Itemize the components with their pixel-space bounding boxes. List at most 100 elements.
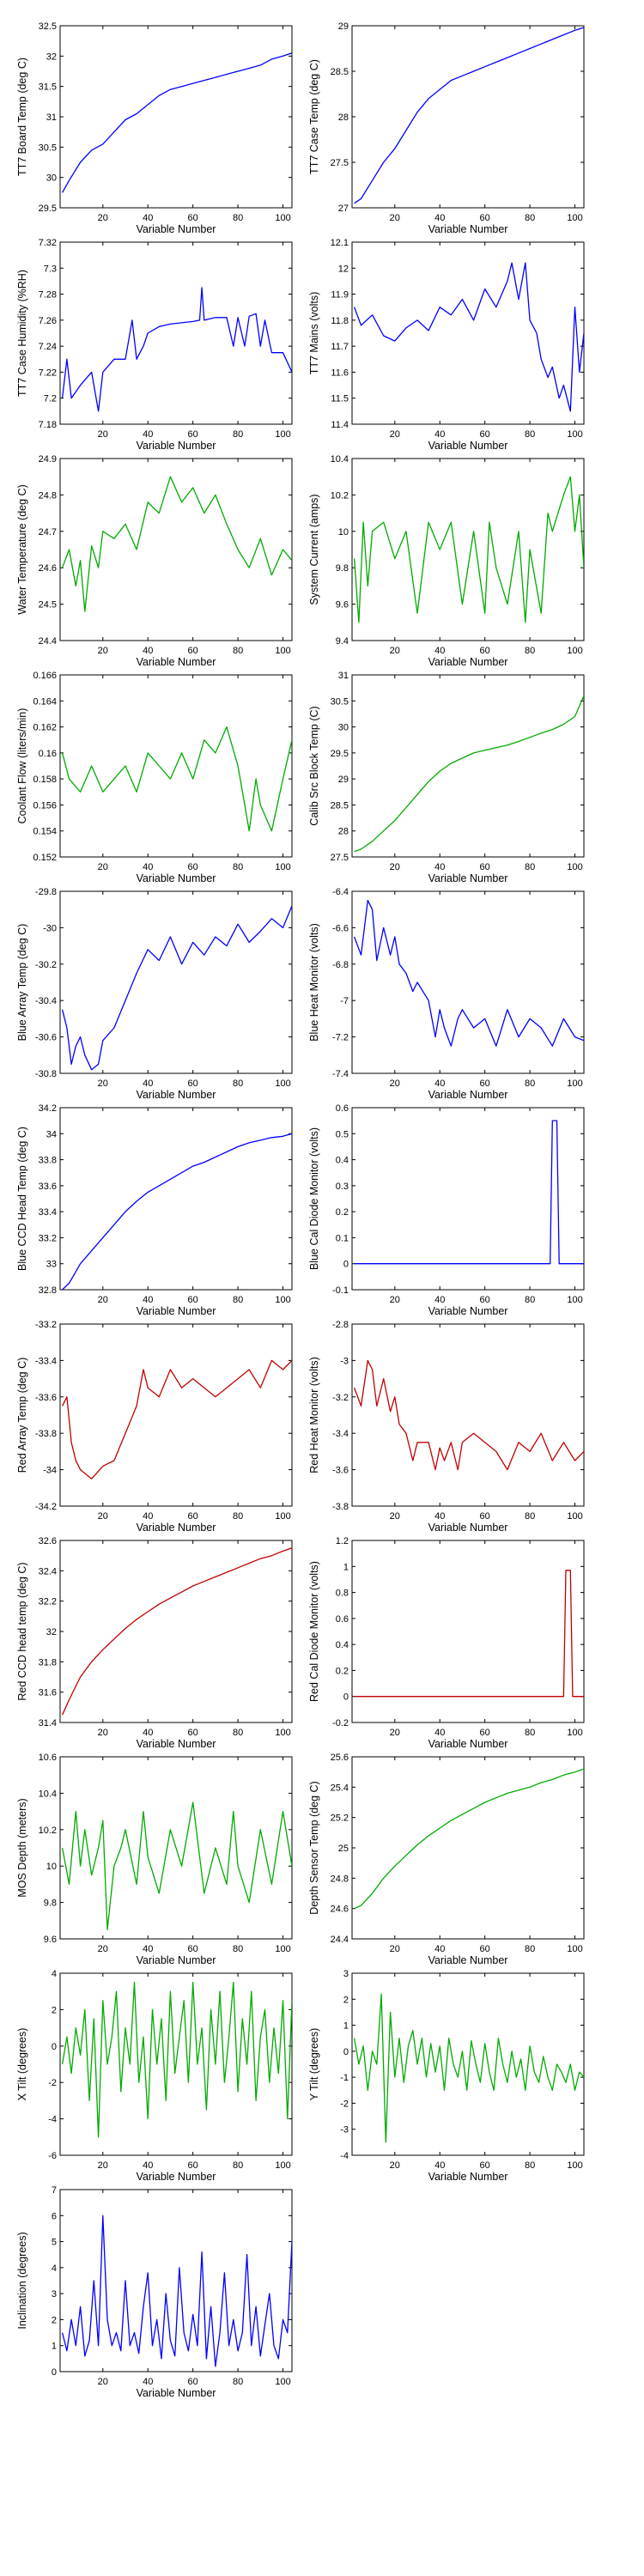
chart-18: 24.4 24.6 24.8 25 25.2 25.4 25.6 20 40 60 80 100 Var… <box>308 1753 585 1966</box>
x-tick-label: 20 <box>98 1078 108 1089</box>
x-tick-label: 40 <box>434 646 445 656</box>
plot-frame <box>351 25 585 209</box>
y-axis-label: Y Tilt (degrees) <box>308 2028 320 2101</box>
x-tick-label: 20 <box>98 213 108 223</box>
x-tick-label: 60 <box>480 1728 490 1738</box>
x-tick-label: 40 <box>143 2377 153 2387</box>
y-tick-label: -2 <box>340 2099 349 2109</box>
x-tick-label: 80 <box>233 213 243 223</box>
y-tick-label: 0.8 <box>336 1589 349 1599</box>
x-tick-label: 40 <box>143 1511 153 1522</box>
y-tick-label: 24.7 <box>39 527 57 538</box>
y-tick-label: 11.5 <box>331 394 349 404</box>
y-axis-label: Blue Cal Diode Monitor (volts) <box>308 1127 320 1270</box>
x-tick-label: 80 <box>233 429 243 440</box>
y-tick-label: 28 <box>338 112 349 123</box>
x-axis-label: Variable Number <box>137 656 216 668</box>
series-line <box>61 1981 292 2138</box>
y-tick-label: 1 <box>52 2342 57 2352</box>
y-tick-label: -30 <box>43 923 57 933</box>
chart-5: 24.4 24.5 24.6 24.7 24.8 24.9 20 40 60 80 100 Varia… <box>16 454 293 668</box>
y-tick-label: 1 <box>343 2021 349 2032</box>
y-tick-label: -2.8 <box>332 1320 349 1330</box>
x-tick-label: 20 <box>390 2160 400 2171</box>
x-tick-label: 100 <box>567 429 582 440</box>
y-tick-label: 11.7 <box>331 342 349 352</box>
x-tick-label: 40 <box>143 1944 153 1954</box>
y-tick-label: -0.2 <box>332 1718 349 1728</box>
x-axis-label: Variable Number <box>137 1522 216 1534</box>
x-tick-label: 40 <box>143 862 153 872</box>
x-tick-label: 100 <box>567 646 582 656</box>
y-tick-label: 27 <box>338 204 349 214</box>
plot-frame <box>351 1323 585 1507</box>
y-tick-label: 0.164 <box>33 696 57 707</box>
chart-14: -3.8 -3.6 -3.4 -3.2 -3 -2.8 20 40 60 80 100 Variabl… <box>308 1320 585 1534</box>
x-axis-label: Variable Number <box>428 872 508 884</box>
y-tick-label: 0.1 <box>336 1233 349 1243</box>
plot-frame <box>351 241 585 425</box>
chart-1: 29.5 30 30.5 31 31.5 32 32.5 20 40 60 80 100 Variabl… <box>16 21 293 235</box>
chart-8: 27.5 28 28.5 29 29.5 30 30.5 31 20 40 60 80 100 Varia… <box>308 671 585 884</box>
y-tick-label: 0.4 <box>336 1156 349 1166</box>
x-tick-label: 20 <box>390 1728 400 1738</box>
x-tick-label: 20 <box>390 1295 400 1305</box>
y-tick-label: 29 <box>338 775 349 785</box>
x-tick-label: 80 <box>525 1511 535 1522</box>
x-tick-label: 80 <box>233 862 243 872</box>
x-tick-label: 20 <box>98 646 108 656</box>
x-tick-label: 60 <box>188 1511 198 1522</box>
y-tick-label: 29 <box>338 21 349 32</box>
x-tick-label: 80 <box>525 429 535 440</box>
y-tick-label: 11.6 <box>331 368 349 378</box>
x-tick-label: 60 <box>188 862 198 872</box>
x-axis-label: Variable Number <box>137 1954 216 1966</box>
x-tick-label: 100 <box>567 1944 582 1954</box>
y-tick-label: 0.154 <box>33 827 57 837</box>
y-tick-label: -3 <box>340 2125 349 2136</box>
x-tick-label: 100 <box>275 1728 290 1738</box>
x-tick-label: 80 <box>525 1944 535 1954</box>
y-tick-label: 0.2 <box>336 1207 349 1218</box>
y-tick-label: 10.2 <box>39 1826 57 1836</box>
x-tick-label: 20 <box>98 429 108 440</box>
y-tick-label: 0.166 <box>33 671 57 681</box>
x-tick-label: 80 <box>233 2377 243 2387</box>
series-line <box>354 1120 584 1265</box>
y-axis-label: Inclination (degrees) <box>16 2232 28 2329</box>
y-tick-label: 28.5 <box>331 800 349 811</box>
series-line <box>353 262 584 412</box>
x-tick-label: 40 <box>143 213 153 223</box>
plot-frame <box>351 1540 585 1723</box>
y-tick-label: 25.2 <box>331 1814 349 1824</box>
chart-11: 32.8 33 33.2 33.4 33.6 33.8 34 34.2 20 40 60 80 100 V… <box>16 1103 293 1317</box>
y-tick-label: 33 <box>46 1260 57 1270</box>
y-tick-label: 24.5 <box>39 600 57 611</box>
x-tick-label: 40 <box>143 2160 153 2171</box>
chart-17: 9.6 9.8 10 10.2 10.4 10.6 20 40 60 80 100 Variable … <box>16 1753 293 1966</box>
y-axis-label: TT7 Mains (volts) <box>308 292 320 375</box>
y-tick-label: 30 <box>46 173 57 184</box>
x-tick-label: 80 <box>525 646 535 656</box>
y-tick-label: 0 <box>343 1260 349 1270</box>
x-axis-label: Variable Number <box>137 1738 216 1750</box>
plot-frame <box>351 890 585 1074</box>
x-tick-label: 60 <box>480 646 490 656</box>
chart-4: 11.4 11.5 11.6 11.7 11.8 11.9 12 12.1 20 40 60 80 10… <box>308 238 585 452</box>
y-tick-label: 10.4 <box>331 454 349 465</box>
series-line <box>61 726 292 832</box>
y-tick-label: 32 <box>46 52 57 62</box>
x-tick-label: 40 <box>434 1511 445 1522</box>
y-axis-label: X Tilt (degrees) <box>16 2028 28 2101</box>
chart-21: 0 1 2 3 4 5 6 7 20 40 60 80 100 Variable Number Inclin… <box>16 2185 293 2399</box>
y-tick-label: 25.4 <box>331 1783 349 1793</box>
y-tick-label: 24.8 <box>331 1874 349 1884</box>
y-axis-label: Red CCD head temp (deg C) <box>16 1562 28 1700</box>
x-tick-label: 60 <box>480 1511 490 1522</box>
x-axis-label: Variable Number <box>428 223 508 235</box>
x-tick-label: 60 <box>480 1944 490 1954</box>
x-axis-label: Variable Number <box>428 440 508 452</box>
y-tick-label: -3.2 <box>332 1393 349 1403</box>
x-tick-label: 40 <box>143 646 153 656</box>
y-tick-label: 5 <box>52 2238 57 2248</box>
